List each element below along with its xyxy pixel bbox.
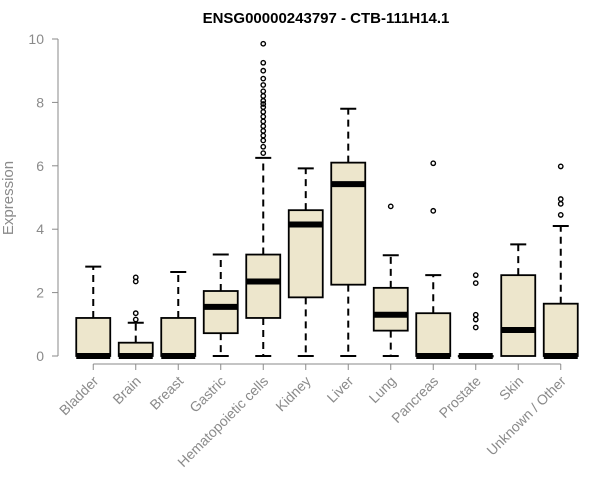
outlier-point [387, 203, 394, 210]
outlier-point [472, 280, 479, 286]
outlier-point [260, 104, 267, 111]
x-tick-label: Bladder [56, 373, 102, 419]
outlier-point [260, 150, 267, 157]
chart-title: ENSG00000243797 - CTB-111H14.1 [203, 10, 450, 27]
outlier-point [260, 109, 267, 115]
y-tick-label: 2 [36, 285, 44, 301]
x-tick-label: Breast [146, 373, 186, 413]
box-2 [160, 270, 197, 359]
box-iqr [372, 286, 409, 332]
outlier-point [260, 101, 267, 107]
outlier-point [472, 311, 479, 318]
box-6 [330, 107, 367, 357]
y-tick-label: 6 [36, 158, 44, 174]
x-tick-label: Lung [366, 373, 399, 406]
y-tick-label: 0 [36, 348, 44, 364]
outlier-point [260, 82, 267, 88]
outlier-point [260, 132, 267, 139]
box-iqr [542, 302, 579, 357]
box-1 [117, 274, 154, 359]
outlier-point [132, 316, 139, 323]
outlier-point [260, 113, 267, 120]
outlier-point [260, 59, 267, 66]
outlier-point [557, 212, 564, 218]
x-tick-label: Liver [324, 373, 357, 406]
outlier-point [472, 324, 479, 331]
x-tick-label: Skin [496, 373, 527, 404]
x-tick-label: Kidney [272, 373, 314, 415]
box-5 [287, 167, 324, 357]
box-3 [202, 253, 239, 357]
outlier-point [260, 123, 267, 130]
outlier-point [260, 67, 267, 74]
y-tick-label: 10 [28, 31, 44, 47]
outlier-point [260, 40, 267, 47]
outlier-point [260, 128, 267, 134]
y-axis: 0 2 4 6 8 10 [28, 31, 59, 364]
box-iqr [160, 317, 197, 357]
box-10 [500, 243, 537, 357]
box-iqr [202, 290, 239, 335]
outlier-point [260, 88, 267, 95]
box-9 [457, 272, 494, 359]
outlier-point [260, 97, 267, 104]
box-series [75, 40, 579, 359]
outlier-point [260, 137, 267, 144]
outlier-point [260, 75, 267, 82]
y-axis-label: Expression [0, 161, 17, 235]
box-4 [245, 40, 282, 357]
box-iqr [500, 274, 537, 357]
outlier-point [132, 310, 139, 317]
y-tick-label: 4 [36, 221, 44, 237]
box-7 [372, 203, 409, 357]
box-iqr [330, 161, 367, 286]
box-iqr [245, 253, 282, 319]
x-tick-label: Brain [109, 373, 143, 407]
x-tick-label: Unknown / Other [483, 373, 569, 459]
outlier-point [260, 93, 267, 99]
outlier-point [430, 160, 437, 167]
outlier-point [557, 200, 564, 207]
outlier-point [132, 274, 139, 281]
outlier-point [260, 143, 267, 150]
y-tick-label: 8 [36, 94, 44, 110]
box-11 [542, 163, 579, 359]
box-iqr [415, 312, 452, 357]
box-8 [415, 160, 452, 359]
x-tick-label: Prostate [436, 373, 484, 421]
box-0 [75, 265, 112, 359]
box-iqr [75, 317, 112, 357]
x-tick-label: Pancreas [388, 373, 441, 426]
outlier-point [430, 207, 437, 214]
outlier-point [260, 118, 267, 125]
outlier-point [472, 272, 479, 279]
outlier-point [472, 316, 479, 323]
outlier-point [557, 196, 564, 202]
outlier-point [557, 163, 564, 170]
